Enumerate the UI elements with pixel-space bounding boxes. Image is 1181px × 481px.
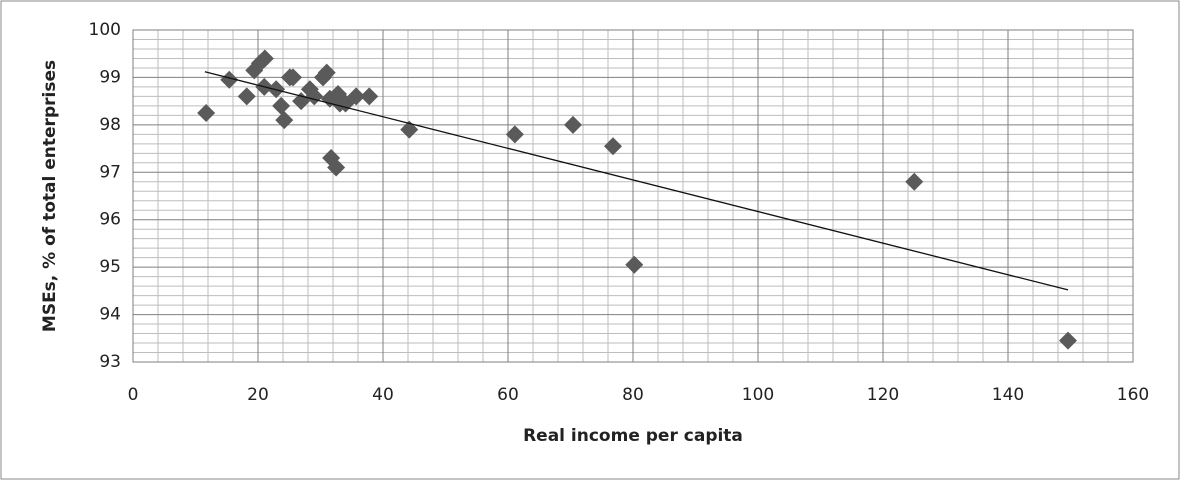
data-point bbox=[625, 255, 644, 274]
x-tick-label: 20 bbox=[247, 385, 269, 405]
data-point bbox=[237, 87, 256, 106]
y-tick-label: 98 bbox=[99, 115, 121, 135]
x-tick-label: 60 bbox=[497, 385, 519, 405]
data-point bbox=[360, 87, 379, 106]
data-point bbox=[564, 115, 582, 134]
y-axis-title: MSEs, % of total enterprises bbox=[40, 60, 60, 332]
x-tick-label: 120 bbox=[867, 385, 899, 405]
trend-line bbox=[204, 71, 1069, 291]
data-point bbox=[272, 96, 291, 115]
y-tick-label: 95 bbox=[99, 257, 121, 277]
x-tick-label: 160 bbox=[1117, 385, 1149, 405]
plot-area bbox=[132, 29, 1134, 363]
data-point bbox=[317, 63, 336, 82]
data-point bbox=[275, 111, 294, 130]
x-axis-title: Real income per capita bbox=[523, 426, 743, 446]
y-tick-label: 97 bbox=[99, 162, 121, 182]
y-tick-label: 96 bbox=[99, 210, 121, 230]
data-point bbox=[1059, 331, 1077, 350]
x-tick-label: 140 bbox=[992, 385, 1024, 405]
y-tick-label: 100 bbox=[89, 20, 121, 40]
data-point bbox=[347, 87, 366, 106]
data-point bbox=[255, 49, 274, 68]
data-point bbox=[284, 68, 302, 87]
data-point bbox=[327, 158, 346, 177]
y-tick-label: 99 bbox=[99, 67, 121, 87]
data-point bbox=[220, 70, 239, 89]
x-tick-label: 40 bbox=[372, 385, 394, 405]
x-tick-label: 100 bbox=[742, 385, 774, 405]
data-point bbox=[905, 172, 924, 191]
data-point bbox=[197, 104, 216, 122]
data-point bbox=[604, 137, 622, 156]
y-tick-label: 94 bbox=[99, 305, 121, 325]
x-tick-label: 0 bbox=[128, 385, 139, 405]
data-point bbox=[505, 125, 524, 144]
x-tick-label: 80 bbox=[622, 385, 644, 405]
data-point bbox=[400, 120, 419, 139]
y-tick-label: 93 bbox=[99, 352, 121, 372]
